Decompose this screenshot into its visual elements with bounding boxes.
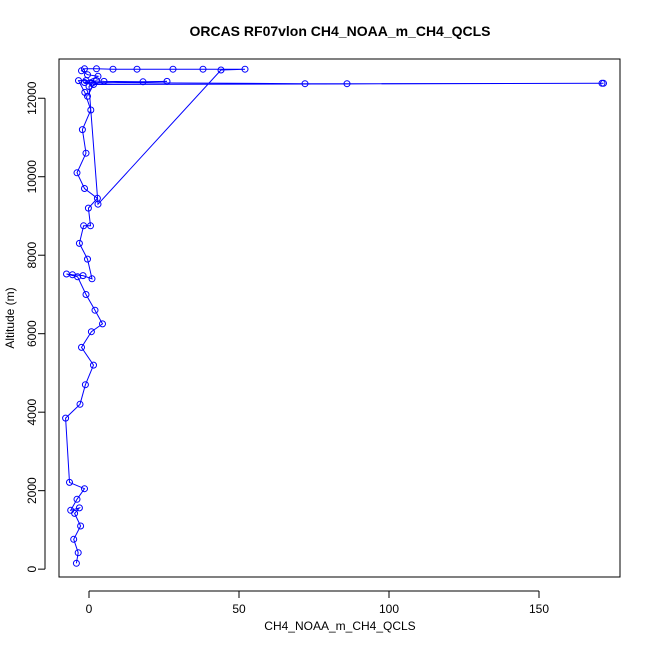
chart-title: ORCAS RF07vlon CH4_NOAA_m_CH4_QCLS [189, 23, 490, 39]
data-point [217, 66, 225, 74]
data-point [199, 65, 207, 73]
y-tick-label: 6000 [25, 320, 39, 347]
data-point [91, 306, 99, 314]
data-point [84, 92, 91, 100]
data-point [169, 65, 177, 73]
data-point [133, 65, 141, 73]
plot-area [62, 65, 607, 567]
data-point [301, 80, 309, 88]
data-point [73, 495, 81, 503]
data-point [241, 65, 249, 73]
y-tick-label: 2000 [25, 477, 39, 504]
data-point [87, 328, 95, 336]
data-point [81, 79, 88, 86]
data-point [94, 72, 102, 80]
data-point [70, 535, 78, 543]
data-point [99, 320, 106, 328]
data-point [67, 506, 75, 514]
data-point [81, 185, 88, 192]
x-tick-label: 50 [232, 602, 246, 616]
data-point [94, 200, 102, 208]
y-axis-label: Altitude (m) [3, 287, 17, 348]
data-point [598, 79, 606, 87]
data-point [81, 381, 89, 389]
x-tick-label: 100 [379, 602, 399, 616]
x-tick-label: 150 [529, 602, 549, 616]
data-point [100, 77, 108, 85]
data-point [90, 81, 97, 88]
plot-frame [58, 58, 621, 578]
data-point [77, 522, 85, 530]
data-point [82, 149, 90, 157]
data-point [78, 343, 85, 351]
data-point [76, 400, 84, 408]
data-point [163, 77, 171, 85]
y-tick-label: 0 [25, 565, 39, 572]
data-point [85, 83, 93, 90]
x-axis-label: CH4_NOAA_m_CH4_QCLS [264, 619, 415, 633]
data-point [69, 271, 76, 279]
data-point [87, 106, 95, 114]
data-point [84, 71, 91, 79]
data-point [90, 361, 97, 369]
data-point [93, 65, 100, 73]
y-axis: 0 2000 4000 6000 8000 10000 12000 [25, 81, 46, 572]
x-axis: 0 50 100 150 [86, 590, 549, 616]
data-point [78, 126, 86, 134]
data-point [72, 559, 80, 567]
data-point [88, 275, 96, 283]
data-point [80, 222, 88, 230]
data-point [66, 478, 73, 486]
data-point [84, 204, 92, 212]
data-point [73, 169, 81, 177]
data-point [139, 78, 147, 86]
y-tick-label: 4000 [25, 399, 39, 426]
y-tick-label: 10000 [25, 160, 39, 194]
data-point [109, 65, 117, 73]
data-point [75, 504, 83, 512]
series-line [65, 68, 604, 564]
data-point [74, 549, 82, 557]
y-tick-label: 12000 [25, 81, 39, 115]
data-point [78, 67, 85, 75]
data-point [75, 239, 83, 247]
data-point [343, 80, 351, 88]
data-point [75, 77, 82, 85]
y-tick-label: 8000 [25, 242, 39, 269]
data-point [84, 255, 91, 263]
data-point [79, 272, 87, 280]
data-point [87, 222, 94, 230]
data-point [82, 291, 90, 298]
data-point [81, 485, 88, 493]
data-point [62, 414, 70, 422]
x-tick-label: 0 [86, 602, 93, 616]
